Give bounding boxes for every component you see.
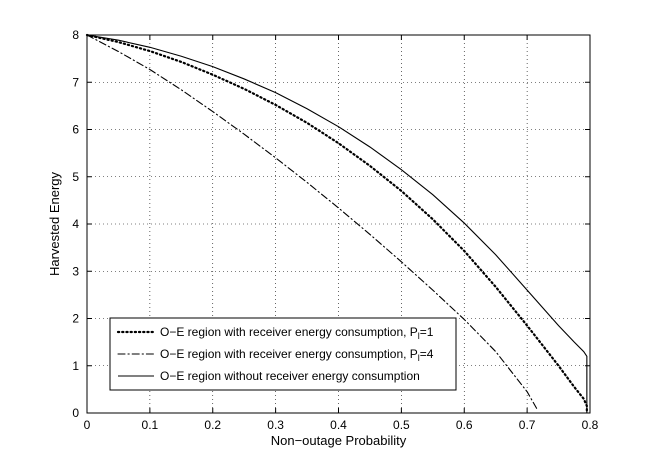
y-tick-label: 4 [72, 217, 79, 231]
x-tick-label: 0.4 [330, 418, 347, 432]
axis-ticks: 0 0.1 0.2 0.3 0.4 0.5 0.6 0.7 0.8 0 1 2 3 4 5 6 7 8 [72, 28, 598, 432]
x-tick-label: 0.7 [519, 418, 536, 432]
series-lines [85, 33, 588, 415]
x-tick-label: 0 [84, 418, 91, 432]
x-tick-label: 0.8 [582, 418, 599, 432]
y-tick-label: 3 [72, 264, 79, 278]
series-line-solid [86, 34, 588, 413]
legend-label-1: O−E region with receiver energy consumpt… [160, 325, 434, 341]
y-tick-label: 1 [72, 359, 79, 373]
legend: O−E region with receiver energy consumpt… [109, 317, 457, 391]
legend-label-1-subscript: l [418, 331, 420, 341]
y-tick-label: 2 [72, 312, 79, 326]
legend-label-3-main: O−E region without receiver energy consu… [160, 369, 420, 383]
y-tick-label: 5 [72, 170, 79, 184]
y-tick-label: 0 [72, 406, 79, 420]
legend-label-3: O−E region without receiver energy consu… [160, 369, 420, 383]
legend-entry-3: O−E region without receiver energy consu… [118, 369, 420, 383]
x-tick-label: 0.3 [267, 418, 284, 432]
legend-entry-2: O−E region with receiver energy consumpt… [117, 347, 434, 363]
y-axis-label: Harvested Energy [47, 171, 62, 276]
x-tick-label: 0.5 [393, 418, 410, 432]
x-axis-label: Non−outage Probability [271, 433, 407, 448]
legend-label-2: O−E region with receiver energy consumpt… [160, 347, 434, 363]
legend-label-1-main: O−E region with receiver energy consumpt… [160, 325, 418, 339]
legend-entry-1: O−E region with receiver energy consumpt… [116, 325, 434, 341]
y-tick-label: 8 [72, 28, 79, 42]
legend-box [109, 317, 457, 391]
legend-label-2-subscript: l [418, 353, 420, 363]
legend-label-2-main: O−E region with receiver energy consumpt… [160, 347, 418, 361]
legend-label-2-suffix: =4 [420, 347, 434, 361]
y-tick-label: 6 [72, 123, 79, 137]
x-tick-label: 0.2 [204, 418, 221, 432]
legend-label-1-suffix: =1 [420, 325, 434, 339]
series-line-dashdot [86, 34, 538, 409]
y-tick-label: 7 [72, 75, 79, 89]
x-tick-label: 0.6 [456, 418, 473, 432]
x-tick-label: 0.1 [142, 418, 159, 432]
